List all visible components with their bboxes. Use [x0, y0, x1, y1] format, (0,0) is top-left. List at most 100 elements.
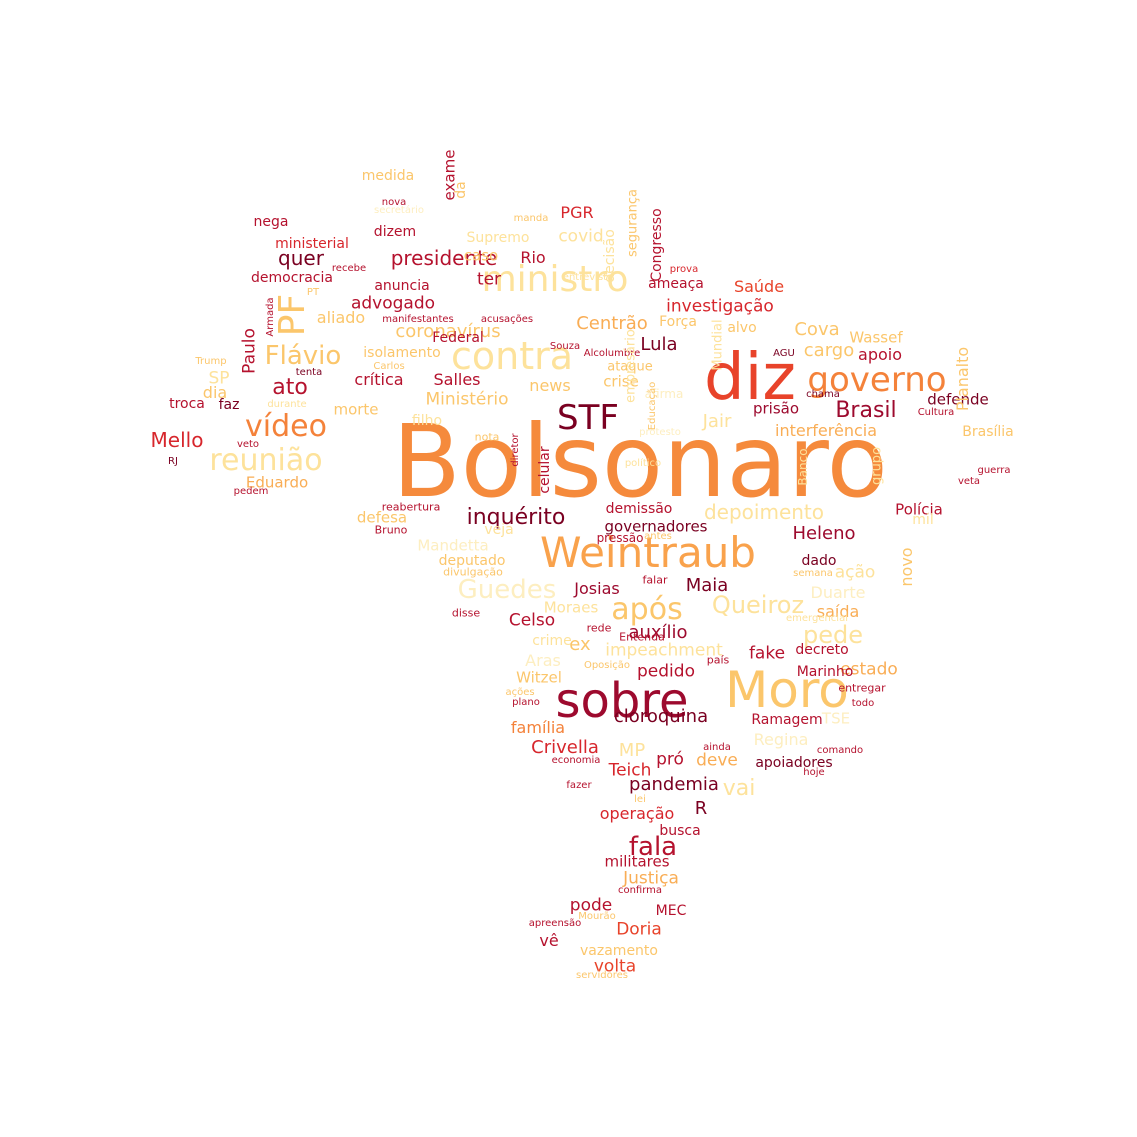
word-50: Mandetta	[417, 536, 489, 555]
word-16: Brasil	[835, 398, 897, 423]
word-165: AGU	[773, 348, 795, 359]
word-1: diz	[704, 341, 796, 415]
word-30: investigação	[666, 296, 774, 317]
word-99: Supremo	[466, 230, 530, 246]
word-117: troca	[169, 396, 205, 412]
word-154: RJ	[168, 456, 178, 467]
word-20: Mello	[150, 428, 204, 452]
word-11: reunião	[209, 443, 323, 478]
word-15: inquérito	[466, 505, 566, 530]
word-104: democracia	[251, 270, 333, 286]
word-87: militares	[604, 852, 670, 871]
word-27: Centrão	[576, 313, 648, 334]
word-70: Witzel	[516, 668, 562, 687]
word-105: anuncia	[374, 278, 430, 294]
word-146: antes	[644, 531, 672, 542]
word-160: Carlos	[373, 361, 405, 372]
word-44: defende	[927, 390, 989, 409]
word-46: defesa	[356, 508, 408, 527]
word-73: TSE	[821, 709, 851, 728]
word-123: veja	[484, 522, 514, 538]
word-2: Weintraub	[540, 528, 756, 577]
word-79: pró	[656, 749, 684, 770]
word-25: Heleno	[792, 523, 856, 544]
word-119: filho	[411, 413, 443, 429]
word-39: news	[529, 376, 571, 395]
word-166: chama	[806, 389, 840, 400]
word-173: nova	[381, 197, 407, 208]
word-137: comando	[816, 745, 864, 756]
word-41: Jair	[702, 411, 732, 432]
word-18: pede	[803, 621, 863, 649]
word-26: Lula	[640, 334, 678, 355]
word-83: vai	[722, 776, 756, 801]
word-64: Aras	[525, 651, 561, 670]
word-93: vazamento	[580, 943, 658, 959]
word-7: STF	[557, 398, 619, 438]
word-145: servidores	[576, 970, 628, 981]
word-69: Marinho	[796, 664, 854, 680]
word-37: Salles	[433, 370, 481, 389]
word-128: disse	[451, 606, 481, 620]
word-181: Congresso	[649, 208, 665, 282]
word-42: interferência	[774, 421, 878, 440]
word-147: semana	[793, 568, 833, 579]
word-29: advogado	[350, 293, 436, 314]
word-97: Rio	[520, 248, 546, 267]
word-102: nega	[253, 214, 289, 230]
word-168: guerra	[977, 465, 1011, 476]
word-156: veto	[236, 439, 260, 450]
word-159: tenta	[295, 367, 323, 378]
word-19: fala	[628, 832, 678, 862]
word-183: celular	[537, 446, 553, 494]
word-55: ação	[834, 562, 876, 583]
word-155: pedem	[233, 486, 269, 497]
word-172: secretário	[374, 205, 424, 216]
word-192: Armada	[265, 297, 276, 337]
word-140: fazer	[566, 780, 592, 791]
word-23: quer	[278, 246, 324, 270]
word-186: Banco	[796, 448, 810, 486]
word-148: emergencial	[785, 613, 849, 624]
word-182: Paulo	[239, 328, 260, 374]
word-179: exame	[440, 149, 459, 201]
word-13: após	[611, 592, 683, 627]
word-60: auxílio	[628, 622, 688, 643]
word-189: novo	[897, 547, 916, 587]
word-67: estado	[840, 659, 898, 680]
word-113: crise	[603, 372, 639, 391]
word-163: Souza	[549, 341, 581, 352]
word-63: impeachment	[605, 640, 723, 661]
word-110: ameaça	[648, 276, 704, 292]
word-143: Mourão	[578, 911, 616, 922]
word-71: cloroquina	[613, 706, 709, 727]
word-139: economia	[551, 755, 601, 766]
word-68: pedido	[637, 661, 695, 682]
word-185: Mundial	[710, 319, 726, 371]
word-88: Justiça	[623, 868, 679, 889]
word-91: Doria	[616, 919, 662, 940]
word-184: empresário	[623, 329, 639, 403]
word-151: protesto	[639, 427, 681, 438]
word-65: fake	[748, 643, 786, 664]
word-169: veta	[957, 476, 981, 487]
word-115: SP	[208, 368, 230, 389]
word-175: prova	[669, 264, 699, 275]
word-126: divulgação	[443, 565, 503, 579]
word-76: MP	[618, 740, 646, 761]
word-161: manifestantes	[382, 314, 454, 325]
word-118: dia	[202, 383, 228, 402]
word-77: Regina	[753, 730, 809, 749]
word-127: falar	[642, 573, 668, 587]
word-80: deve	[696, 750, 738, 771]
word-149: Oposição	[583, 660, 631, 671]
word-48: governadores	[604, 517, 708, 536]
word-152: nota	[474, 430, 500, 444]
word-32: Cova	[794, 319, 840, 340]
word-141: lei	[634, 794, 646, 805]
word-177: afirma	[644, 387, 684, 401]
word-59: Moraes	[543, 598, 599, 617]
word-0: Bolsonaro	[392, 403, 888, 520]
word-56: Duarte	[810, 583, 866, 602]
word-131: país	[706, 653, 730, 667]
